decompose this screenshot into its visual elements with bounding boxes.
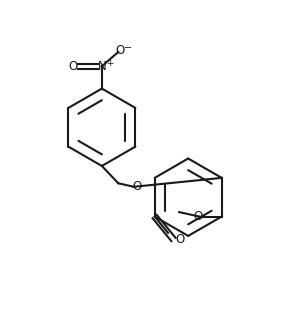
- Text: O: O: [193, 210, 202, 223]
- Text: −: −: [124, 43, 132, 53]
- Text: O: O: [175, 233, 184, 246]
- Text: O: O: [68, 60, 78, 73]
- Text: O: O: [115, 44, 124, 57]
- Text: N: N: [97, 60, 106, 73]
- Text: +: +: [106, 59, 114, 68]
- Text: O: O: [132, 180, 141, 193]
